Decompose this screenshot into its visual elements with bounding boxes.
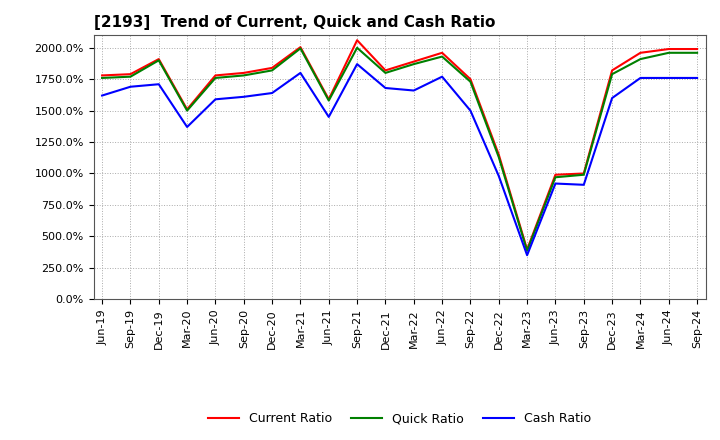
Current Ratio [693, 46, 701, 51]
Current Ratio [495, 152, 503, 157]
Current Ratio [183, 107, 192, 112]
Cash Ratio [183, 125, 192, 130]
Quick Ratio [495, 154, 503, 160]
Quick Ratio [636, 56, 644, 62]
Current Ratio [296, 44, 305, 50]
Quick Ratio [438, 54, 446, 59]
Cash Ratio [126, 84, 135, 89]
Cash Ratio [268, 90, 276, 95]
Quick Ratio [325, 98, 333, 103]
Cash Ratio [211, 97, 220, 102]
Cash Ratio [381, 85, 390, 91]
Text: [2193]  Trend of Current, Quick and Cash Ratio: [2193] Trend of Current, Quick and Cash … [94, 15, 495, 30]
Line: Current Ratio: Current Ratio [102, 40, 697, 249]
Line: Quick Ratio: Quick Ratio [102, 48, 697, 251]
Quick Ratio [410, 62, 418, 67]
Quick Ratio [353, 45, 361, 51]
Cash Ratio [325, 114, 333, 120]
Cash Ratio [665, 75, 673, 81]
Current Ratio [155, 56, 163, 62]
Cash Ratio [636, 75, 644, 81]
Current Ratio [665, 46, 673, 51]
Quick Ratio [211, 75, 220, 81]
Current Ratio [523, 247, 531, 252]
Current Ratio [98, 73, 107, 78]
Cash Ratio [693, 75, 701, 81]
Current Ratio [353, 37, 361, 43]
Quick Ratio [665, 50, 673, 55]
Quick Ratio [240, 73, 248, 78]
Cash Ratio [495, 173, 503, 179]
Cash Ratio [523, 253, 531, 258]
Cash Ratio [98, 93, 107, 98]
Cash Ratio [353, 62, 361, 67]
Line: Cash Ratio: Cash Ratio [102, 64, 697, 255]
Current Ratio [240, 70, 248, 76]
Cash Ratio [155, 81, 163, 87]
Quick Ratio [268, 68, 276, 73]
Cash Ratio [240, 94, 248, 99]
Quick Ratio [381, 70, 390, 76]
Quick Ratio [126, 74, 135, 79]
Quick Ratio [296, 46, 305, 51]
Cash Ratio [410, 88, 418, 93]
Cash Ratio [551, 181, 559, 186]
Cash Ratio [466, 108, 474, 113]
Quick Ratio [155, 58, 163, 63]
Current Ratio [438, 50, 446, 55]
Current Ratio [381, 68, 390, 73]
Current Ratio [325, 97, 333, 102]
Cash Ratio [608, 95, 616, 101]
Legend: Current Ratio, Quick Ratio, Cash Ratio: Current Ratio, Quick Ratio, Cash Ratio [203, 407, 596, 430]
Current Ratio [410, 59, 418, 64]
Current Ratio [126, 72, 135, 77]
Current Ratio [211, 73, 220, 78]
Quick Ratio [466, 79, 474, 84]
Current Ratio [580, 171, 588, 176]
Cash Ratio [296, 70, 305, 76]
Current Ratio [608, 68, 616, 73]
Current Ratio [466, 77, 474, 82]
Quick Ratio [183, 108, 192, 113]
Quick Ratio [580, 172, 588, 177]
Current Ratio [551, 172, 559, 177]
Quick Ratio [551, 175, 559, 180]
Quick Ratio [608, 72, 616, 77]
Cash Ratio [580, 182, 588, 187]
Quick Ratio [98, 75, 107, 81]
Cash Ratio [438, 74, 446, 79]
Quick Ratio [523, 248, 531, 253]
Current Ratio [268, 65, 276, 70]
Quick Ratio [693, 50, 701, 55]
Current Ratio [636, 50, 644, 55]
